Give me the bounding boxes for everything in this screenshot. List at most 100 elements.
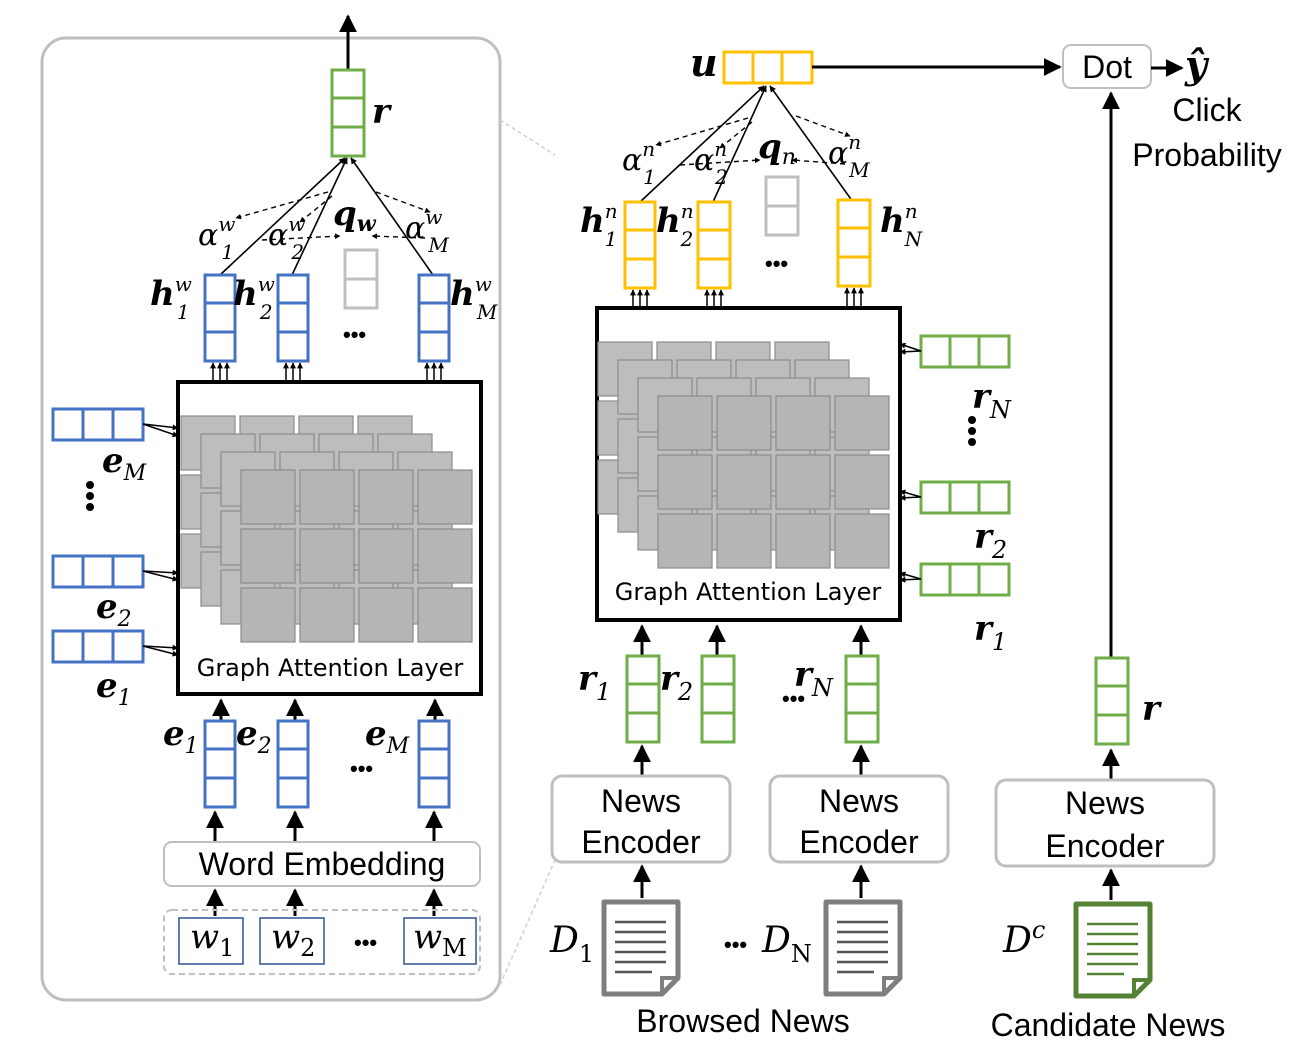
- word-gat-label: Graph Attention Layer: [197, 654, 464, 682]
- news-encoder-2-line1: News: [819, 783, 899, 819]
- word-input-group: [163, 909, 481, 975]
- encoder-to-vec-arrows: [633, 744, 870, 776]
- u-label: u: [690, 40, 718, 85]
- word-embedding-label: Word Embedding: [199, 846, 446, 882]
- word-attention-dashed: [235, 191, 431, 241]
- news-vector-r: [330, 68, 366, 158]
- candidate-news-label: Candidate News: [991, 1007, 1226, 1043]
- alpha-w1-label: αw 1: [198, 212, 235, 264]
- gat-cube: [240, 528, 296, 584]
- word-embedding-box: [163, 841, 481, 887]
- h-w2-label: hw 2: [233, 272, 275, 324]
- gat-out-arrows-word: [210, 362, 444, 382]
- word-input-boxes: [178, 917, 477, 965]
- news-encoder-2-line2: Encoder: [799, 824, 919, 860]
- document-icon-1: [601, 899, 681, 997]
- word-encoder-panel: [40, 36, 502, 1002]
- gat-cube: [716, 513, 772, 569]
- gat-cube: [299, 469, 355, 525]
- gat-cube: [775, 454, 831, 510]
- r-vector-label: r: [372, 92, 392, 132]
- doc-DN-label: DN: [761, 920, 812, 968]
- gat-cube: [240, 587, 296, 643]
- candidate-doc-label: Dc: [1002, 916, 1045, 961]
- news-hidden-ellipsis: •••: [765, 251, 788, 276]
- news-encoder-1-line1: News: [601, 783, 681, 819]
- query-qw-label: qw: [333, 194, 377, 237]
- h-n1-label: hn 1: [580, 199, 618, 251]
- news-encoder-box-1: [550, 774, 732, 864]
- gat-cube: [299, 587, 355, 643]
- r1-label: r1: [578, 659, 611, 706]
- cand-encoder-line1: News: [1065, 785, 1145, 821]
- user-vector-u: [722, 50, 814, 85]
- r2-label: r2: [660, 659, 693, 706]
- gat-cube: [834, 513, 890, 569]
- h-wM-label: hw M: [450, 272, 498, 324]
- hidden-ellipsis: •••: [343, 322, 366, 347]
- side-vertical-ellipsis: [86, 481, 94, 511]
- side-news-arrows: [899, 342, 922, 583]
- gat-cube: [716, 395, 772, 451]
- word-embedding-up-arrows: [206, 810, 443, 842]
- news-gat-label: Graph Attention Layer: [615, 578, 882, 606]
- gat-cube: [417, 587, 473, 643]
- query-qn-label: qn: [758, 127, 796, 170]
- document-icon-N: [823, 899, 903, 997]
- zoom-connector-bottom: [499, 859, 556, 986]
- h-n2-label: hn 2: [656, 199, 694, 251]
- embedding-ellipsis: •••: [350, 756, 373, 781]
- candidate-vector-r: [1094, 656, 1130, 746]
- news-gat-cube-grid: [597, 341, 890, 569]
- side-r2-label: r2: [974, 517, 1007, 564]
- side-r1-label: r1: [974, 609, 1007, 656]
- query-vector-word: [343, 248, 379, 310]
- news-attention-arrows: [639, 85, 854, 203]
- side-e2-label: e2: [96, 587, 132, 632]
- browsed-news-label: Browsed News: [636, 1003, 849, 1039]
- gat-out-arrows-news: [630, 287, 864, 308]
- doc-ellipsis: •••: [724, 932, 747, 957]
- side-eM-label: eM: [102, 441, 147, 486]
- dot-label: Dot: [1082, 49, 1132, 85]
- news-vec-to-gat-arrows: [633, 624, 870, 656]
- click-label-line1: Click: [1172, 92, 1242, 128]
- h-nN-label: hn N: [880, 199, 924, 251]
- gat-cube: [716, 454, 772, 510]
- h-w1-label: hw 1: [150, 272, 192, 324]
- alpha-n2-label: αn 2: [694, 137, 728, 189]
- zoom-connector-top: [499, 119, 556, 156]
- gat-cube: [834, 395, 890, 451]
- embedding-to-gat-arrows: [212, 698, 444, 720]
- news-encoder-1-line2: Encoder: [581, 824, 701, 860]
- gat-cube: [299, 528, 355, 584]
- word-to-embedding-arrows: [206, 888, 443, 916]
- e1-label: e1: [163, 714, 199, 759]
- side-news-vertical-ellipsis: [968, 416, 976, 446]
- news-encoder-box-2: [768, 774, 950, 864]
- gat-cube: [417, 469, 473, 525]
- word-hidden-vectors: [203, 273, 451, 363]
- word-gat-cube-grid: [180, 415, 473, 643]
- doc-D1-label: D1: [549, 920, 594, 968]
- side-e1-label: e1: [96, 666, 132, 711]
- gat-cube: [358, 587, 414, 643]
- gat-cube: [775, 395, 831, 451]
- news-attention-dashed: [655, 115, 851, 166]
- gat-cube: [657, 395, 713, 451]
- query-vector-news: [764, 175, 800, 237]
- eM-label: eM: [365, 714, 410, 759]
- e2-label: e2: [236, 714, 272, 759]
- gat-cube: [657, 454, 713, 510]
- candidate-news-encoder-box: [994, 778, 1216, 868]
- alpha-nM-label: αn M: [828, 130, 870, 182]
- gat-cube: [657, 513, 713, 569]
- click-label-line2: Probability: [1132, 137, 1281, 173]
- word-embedding-vectors: [203, 719, 451, 809]
- news-hidden-vectors: [623, 198, 872, 290]
- gat-cube: [417, 528, 473, 584]
- gat-cube: [358, 528, 414, 584]
- browsed-vec-ellipsis: •••: [782, 686, 805, 711]
- gat-cube: [240, 469, 296, 525]
